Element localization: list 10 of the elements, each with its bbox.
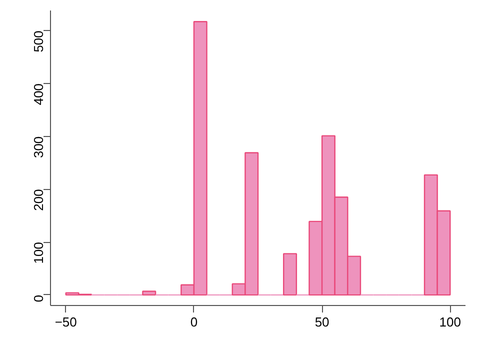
y-tick-label: 200 <box>31 189 46 211</box>
y-tick-label: 400 <box>31 83 46 106</box>
y-tick-label: 300 <box>31 136 46 158</box>
x-tick-label: 0 <box>190 314 198 330</box>
y-tick-label: 100 <box>31 242 46 264</box>
y-tick-label: 0 <box>31 294 46 302</box>
y-tick-label: 500 <box>31 30 46 52</box>
x-tick-label: 50 <box>314 314 330 330</box>
x-tick-label: −50 <box>54 314 77 330</box>
x-tick-label: 100 <box>439 314 461 330</box>
